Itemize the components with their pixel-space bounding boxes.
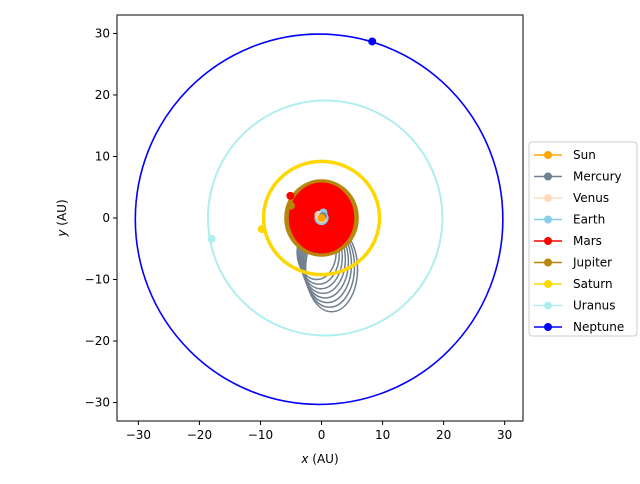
legend-label: Neptune bbox=[573, 320, 624, 334]
legend-swatch-marker bbox=[544, 301, 552, 310]
legend-swatch-marker bbox=[544, 151, 552, 159]
x-tick-label: 30 bbox=[497, 428, 512, 442]
x-tick-label: 10 bbox=[375, 428, 390, 442]
legend-swatch-marker bbox=[544, 215, 552, 224]
y-axis-label-var: y bbox=[55, 229, 69, 238]
x-tick-label: 0 bbox=[318, 428, 326, 442]
y-axis-label-unit: (AU) bbox=[55, 199, 69, 225]
legend: Sun Mercury Venus Earth Mars Jupiter Saturn Ura… bbox=[528, 141, 638, 337]
uranus-orbit bbox=[206, 99, 444, 337]
x-axis-label-unit: (AU) bbox=[312, 452, 338, 466]
legend-label: Mercury bbox=[573, 170, 622, 184]
legend-swatch-marker bbox=[544, 172, 552, 181]
legend-label: Jupiter bbox=[572, 256, 612, 270]
y-tick-label: 30 bbox=[95, 26, 110, 40]
legend-swatch-marker bbox=[544, 280, 552, 288]
x-tick-label: −10 bbox=[248, 428, 273, 442]
y-tick-label: 20 bbox=[95, 88, 110, 102]
legend-label: Earth bbox=[573, 213, 605, 227]
saturn-orbit bbox=[261, 159, 382, 277]
legend-swatch-marker bbox=[544, 323, 552, 331]
x-tick-label: 20 bbox=[436, 428, 451, 442]
legend-box bbox=[528, 141, 638, 337]
y-tick-label: −20 bbox=[85, 334, 110, 348]
saturn-marker bbox=[257, 225, 266, 234]
x-tick-label: −30 bbox=[126, 428, 151, 442]
uranus-marker bbox=[207, 234, 216, 243]
jupiter-orbit bbox=[284, 179, 359, 257]
y-tick-label: −10 bbox=[85, 273, 110, 287]
legend-swatch-marker bbox=[544, 194, 552, 202]
legend-label: Saturn bbox=[573, 277, 613, 291]
y-axis-label: y (AU) bbox=[55, 199, 69, 237]
x-tick-label: −20 bbox=[187, 428, 212, 442]
legend-label: Mars bbox=[573, 234, 602, 248]
jupiter-marker bbox=[287, 201, 295, 210]
legend-swatch-marker bbox=[544, 237, 552, 245]
neptune-marker bbox=[368, 37, 377, 46]
mars-marker bbox=[286, 191, 295, 200]
y-tick-label: 10 bbox=[95, 149, 110, 163]
y-tick-label: 0 bbox=[102, 211, 110, 225]
axis-ticks: −30 −20 −10 0 10 20 30 −30 −20 −10 0 10 20 30 bbox=[85, 26, 513, 442]
neptune-orbit bbox=[134, 33, 504, 406]
legend-label: Sun bbox=[573, 148, 596, 162]
sun-marker bbox=[317, 214, 326, 222]
x-axis-label-var: x bbox=[300, 452, 309, 466]
legend-label: Uranus bbox=[573, 299, 616, 313]
y-tick-label: −30 bbox=[85, 396, 110, 410]
plot-area bbox=[134, 33, 504, 406]
legend-swatch-marker bbox=[544, 258, 552, 267]
x-axis-label: x (AU) bbox=[300, 452, 338, 466]
legend-label: Venus bbox=[573, 191, 609, 205]
